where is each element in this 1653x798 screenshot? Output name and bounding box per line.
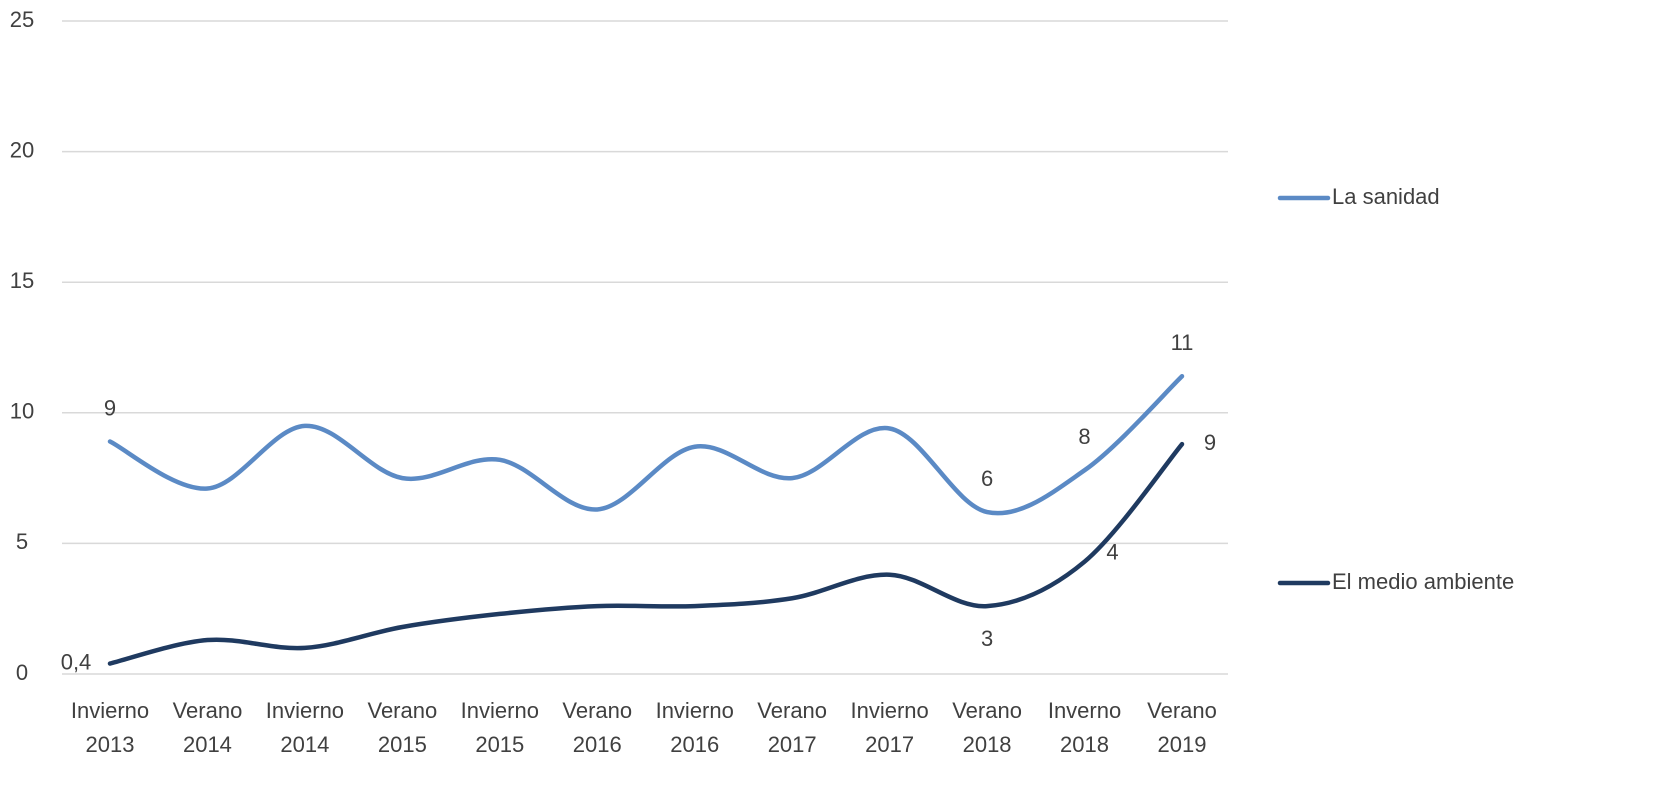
- data-label: 9: [1204, 430, 1216, 455]
- x-tick-label: Invierno 2014: [265, 698, 345, 757]
- data-label: 6: [981, 466, 993, 491]
- y-tick-label: 25: [10, 7, 34, 32]
- data-label: 4: [1106, 539, 1118, 564]
- x-tick-label: Verano 2016: [562, 698, 633, 757]
- y-tick-label: 15: [10, 268, 34, 293]
- data-label: 3: [981, 626, 993, 651]
- x-tick-label: Invierno 2017: [850, 698, 929, 757]
- data-label: 0,4: [61, 649, 92, 674]
- x-tick-label: Verano 2014: [172, 698, 243, 757]
- data-label: 9: [104, 395, 116, 420]
- x-tick-label: Invierno 2013: [70, 698, 150, 757]
- y-tick-label: 0: [16, 660, 28, 685]
- legend-label: La sanidad: [1332, 184, 1440, 209]
- legend-label: El medio ambiente: [1332, 569, 1514, 594]
- x-tick-label: Verano 2019: [1147, 698, 1217, 757]
- y-tick-label: 5: [16, 529, 28, 554]
- x-tick-label: Invierno 2015: [460, 698, 539, 757]
- y-tick-label: 20: [10, 137, 34, 162]
- x-tick-label: Invierno 2016: [655, 698, 734, 757]
- series-line: [107, 441, 1185, 666]
- series-line: [107, 373, 1185, 516]
- x-tick-label: Verano 2017: [757, 698, 828, 757]
- x-tick-label: Verano 2015: [367, 698, 438, 757]
- y-tick-label: 10: [10, 399, 34, 424]
- x-tick-label: Verano 2018: [952, 698, 1022, 757]
- data-label: 8: [1078, 424, 1090, 449]
- x-tick-label: Inverno 2018: [1047, 698, 1122, 757]
- data-label: 11: [1171, 330, 1194, 355]
